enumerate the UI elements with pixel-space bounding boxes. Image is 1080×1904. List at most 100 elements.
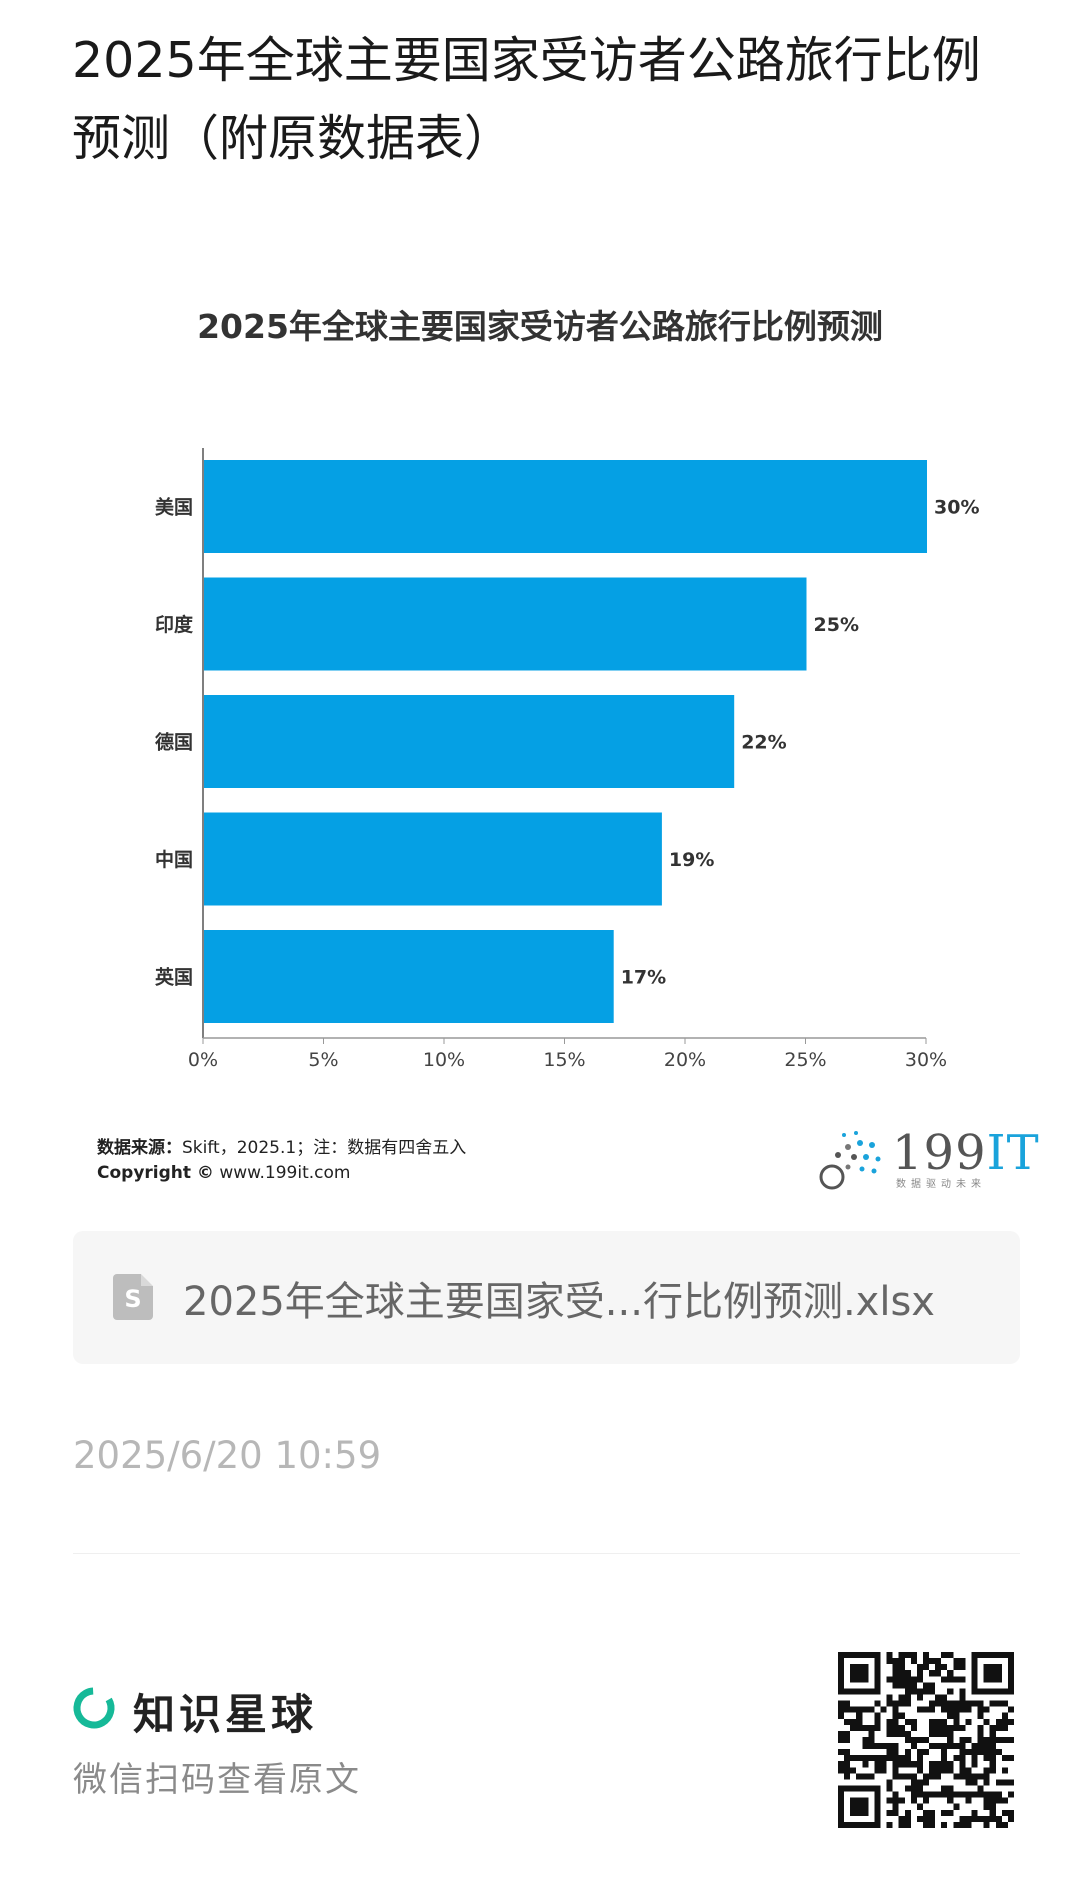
qr-module [947,1676,954,1683]
qr-code[interactable] [838,1652,1014,1828]
logo-slogan: 数据驱动未来 [896,1179,986,1190]
qr-finder-center [983,1664,1002,1683]
qr-module [898,1682,905,1689]
qr-module [1007,1706,1014,1713]
qr-module [904,1730,911,1737]
qr-module [904,1652,911,1659]
qr-module [880,1761,887,1768]
qr-module [995,1779,1002,1786]
qr-module [989,1755,996,1762]
qr-module [935,1694,942,1701]
qr-module [995,1791,1002,1798]
qr-module [959,1676,966,1683]
qr-module [850,1767,857,1774]
qr-module [844,1767,851,1774]
qr-module [916,1803,923,1810]
qr-module [929,1700,936,1707]
qr-module [971,1700,978,1707]
qr-module [916,1676,923,1683]
qr-module [983,1821,990,1828]
qr-module [838,1761,845,1768]
qr-module [977,1749,984,1756]
qr-module [989,1700,996,1707]
attachment-card[interactable]: S 2025年全球主要国家受...行比例预测.xlsx [73,1231,1020,1364]
qr-module [971,1755,978,1762]
qr-module [947,1670,954,1677]
qr-module [898,1676,905,1683]
qr-module [935,1700,942,1707]
qr-module [886,1658,893,1665]
qr-module [941,1785,948,1792]
qr-module [1007,1815,1014,1822]
qr-module [844,1706,851,1713]
qr-module [989,1791,996,1798]
qr-module [971,1749,978,1756]
qr-module [965,1779,972,1786]
qr-module [953,1755,960,1762]
x-tick-label: 0% [188,1049,218,1071]
qr-module [922,1809,930,1816]
qr-module [904,1670,911,1677]
qr-module [953,1658,960,1665]
qr-module [898,1694,905,1701]
qr-module [965,1821,972,1828]
qr-module [856,1718,863,1725]
qr-module [898,1658,905,1665]
qr-module [1007,1755,1014,1762]
qr-module [941,1718,948,1725]
qr-module [886,1785,893,1792]
qr-module [910,1682,917,1689]
category-label: 德国 [155,731,193,754]
qr-module [959,1688,966,1695]
qr-module [971,1779,978,1786]
qr-module [886,1730,893,1737]
qr-module [862,1773,869,1780]
qr-module [916,1815,923,1822]
qr-module [983,1803,990,1810]
qr-module [904,1809,911,1816]
qr-module [916,1785,923,1792]
qr-module [983,1755,990,1762]
qr-finder-center [850,1797,869,1816]
qr-module [965,1773,972,1780]
qr-module [892,1712,899,1719]
qr-module [1001,1736,1008,1744]
qr-module [910,1736,917,1744]
qr-module [989,1736,996,1744]
bar [204,812,662,906]
data-source: 数据来源：Skift，2025.1；注：数据有四舍五入 [97,1133,466,1158]
qr-module [904,1688,911,1695]
qr-module [929,1767,936,1774]
qr-module [989,1803,996,1810]
qr-module [971,1791,978,1798]
qr-module [922,1779,930,1786]
qr-module [850,1718,857,1725]
qr-module [977,1724,984,1731]
qr-module [959,1791,966,1798]
qr-module [850,1706,857,1713]
qr-module [1001,1755,1008,1762]
logo-suffix: IT [986,1125,1040,1181]
qr-module [892,1670,899,1677]
qr-module [910,1797,917,1804]
qr-module [910,1743,917,1750]
zsxq-ring-icon [73,1687,115,1729]
qr-module [965,1791,972,1798]
qr-module [929,1773,936,1780]
qr-module [874,1743,881,1750]
attachment-filename[interactable]: 2025年全球主要国家受...行比例预测.xlsx [183,1279,935,1325]
qr-module [959,1743,966,1750]
qr-module [922,1652,930,1659]
qr-module [941,1694,948,1701]
qr-module [965,1767,972,1774]
qr-module [886,1694,893,1701]
qr-module [995,1718,1002,1725]
qr-module [916,1688,923,1695]
qr-module [959,1749,966,1756]
qr-module [941,1664,948,1671]
qr-module [922,1664,930,1671]
qr-module [971,1809,978,1816]
qr-module [947,1761,954,1768]
qr-module [904,1700,911,1707]
qr-module [922,1749,930,1756]
